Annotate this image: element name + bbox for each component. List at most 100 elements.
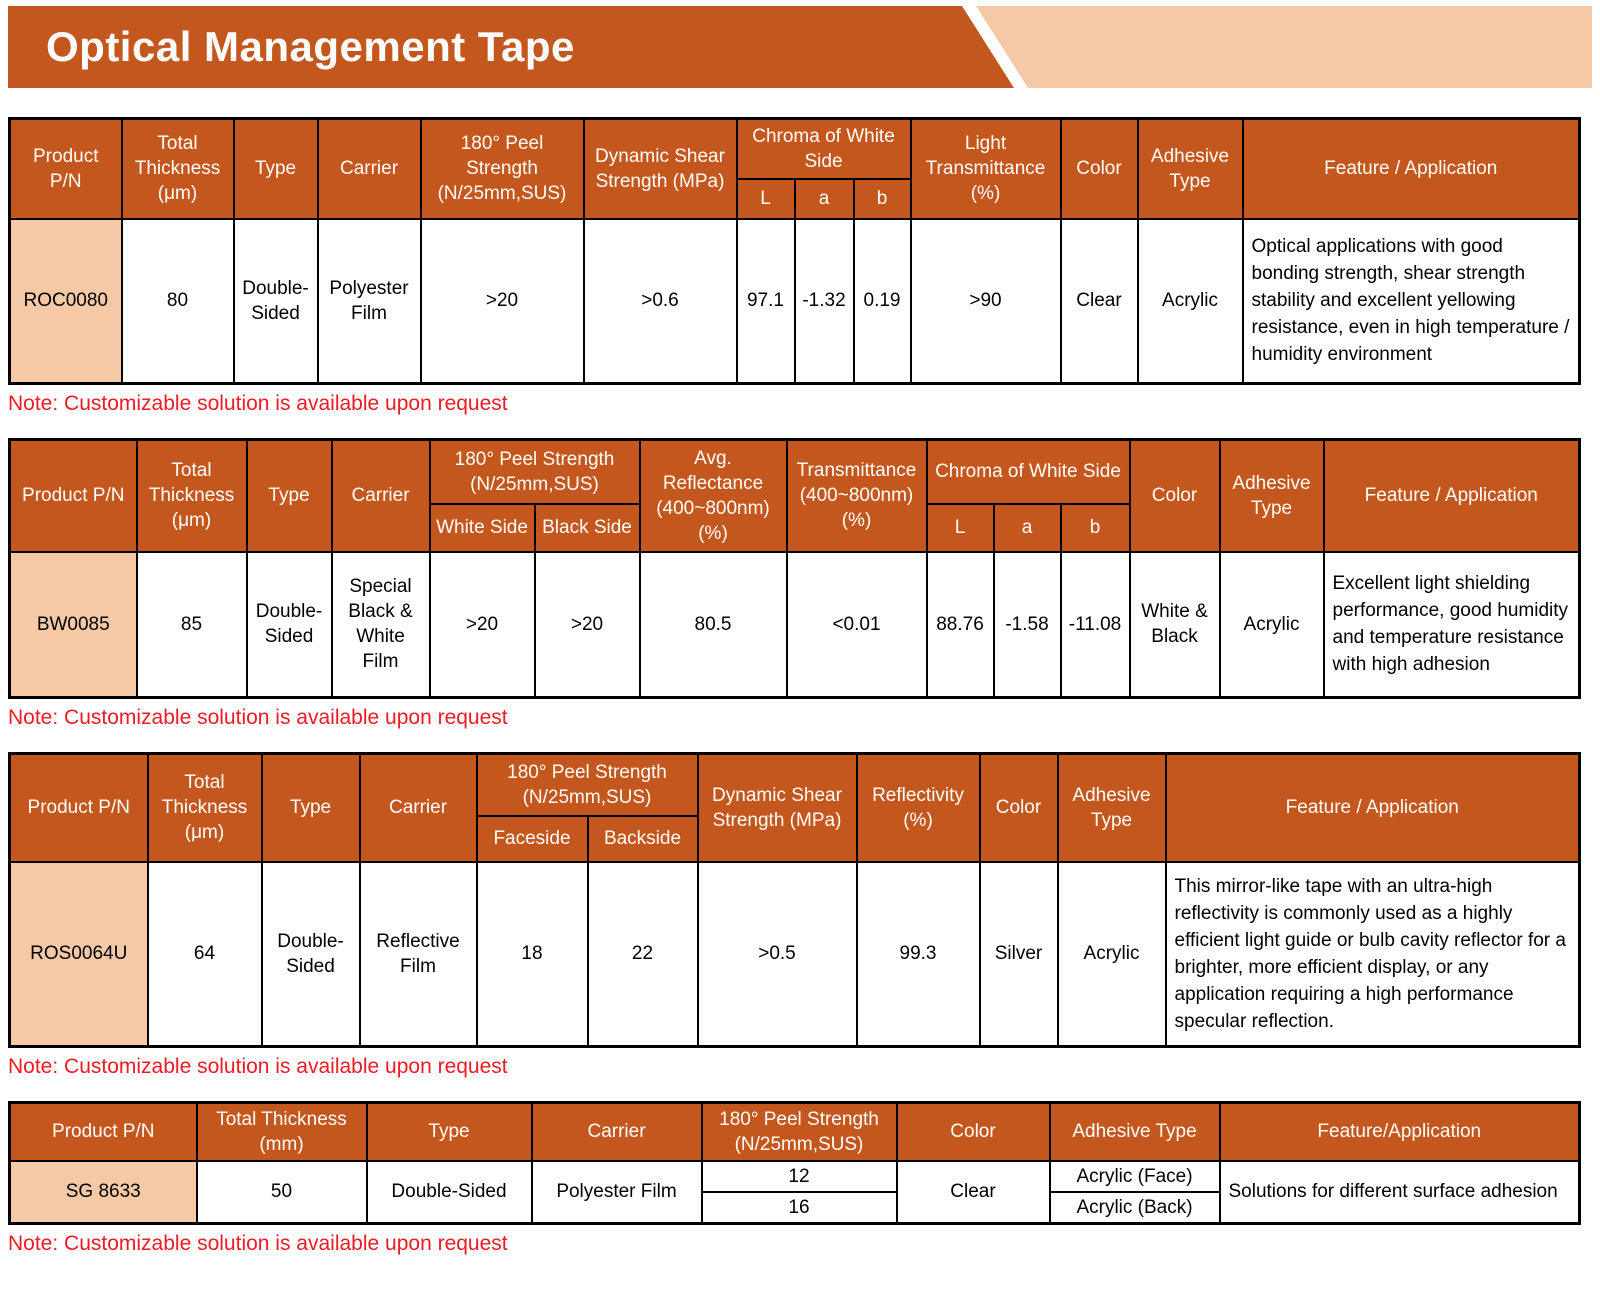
header-total-thickness: Total Thickness (μm) [146,752,263,863]
header-chroma-l: L [735,177,796,220]
cell-peel-strength: >20 [419,217,585,385]
cell-type: Double-Sided [232,217,319,385]
header-chroma: Chroma of White Side [735,117,912,180]
header-product-pn: Product P/N [8,1101,198,1162]
cell-carrier: Polyester Film [530,1159,703,1225]
cell-color: Clear [1059,217,1139,385]
cell-adhesive-type: Acrylic [1056,860,1167,1048]
table-row: ROS0064U 64 Double-Sided Reflective Film… [8,860,1581,1048]
header-color: Color [978,752,1059,863]
cell-transmittance: <0.01 [785,550,928,699]
cell-total-thickness: 50 [195,1159,368,1225]
table-row: ROC0080 80 Double-Sided Polyester Film >… [8,217,1581,385]
header-dynamic-shear: Dynamic Shear Strength (MPa) [696,752,858,863]
header-total-thickness: Total Thickness (mm) [195,1101,368,1162]
cell-product-pn: SG 8633 [8,1159,198,1225]
cell-feature: Excellent light shielding performance, g… [1322,550,1581,699]
header-adhesive-type: Adhesive Type [1048,1101,1221,1162]
customization-note-2: Note: Customizable solution is available… [8,706,508,729]
header-peel-faceside: Faceside [475,814,589,863]
table-roc0080: Product P/N Total Thickness (μm) Type Ca… [8,117,1581,385]
banner-peach-shape [976,6,1592,88]
header-peel-strength: 180° Peel Strength (N/25mm,SUS) [428,438,641,505]
header-peel-black-side: Black Side [533,502,641,553]
table-row: 16 Acrylic (Back) [10,1190,1580,1225]
cell-carrier: Special Black & White Film [330,550,431,699]
cell-color: Clear [895,1159,1051,1225]
cell-color: White & Black [1128,550,1221,699]
header-reflectivity: Reflectivity (%) [855,752,981,863]
cell-peel-back: 16 [700,1190,898,1225]
header-peel-strength: 180° Peel Strength (N/25mm,SUS) [419,117,585,220]
cell-chroma-l: 88.76 [925,550,995,699]
cell-peel-faceside: 18 [475,860,589,1048]
table-ros0064u: Product P/N Total Thickness (μm) Type Ca… [8,752,1581,1048]
header-transmittance: Transmittance (400~800nm) (%) [785,438,928,553]
header-carrier: Carrier [316,117,422,220]
customization-note-3: Note: Customizable solution is available… [8,1055,508,1078]
table-bw0085: Product P/N Total Thickness (μm) Type Ca… [8,438,1581,699]
header-chroma-b: b [1059,502,1131,553]
cell-total-thickness: 85 [135,550,248,699]
cell-type: Double-Sided [365,1159,533,1225]
header-color: Color [895,1101,1051,1162]
header-type: Type [260,752,361,863]
cell-total-thickness: 64 [146,860,263,1048]
cell-type: Double-Sided [245,550,333,699]
cell-dynamic-shear: >0.6 [582,217,738,385]
banner-orange-shape: Optical Management Tape [8,6,1014,88]
cell-adhesive-back: Acrylic (Back) [1048,1190,1221,1225]
header-color: Color [1128,438,1221,553]
cell-carrier: Reflective Film [358,860,478,1048]
header-adhesive-type: Adhesive Type [1136,117,1244,220]
cell-adhesive-face: Acrylic (Face) [1048,1159,1221,1193]
header-peel-strength: 180° Peel Strength (N/25mm,SUS) [700,1101,898,1162]
cell-peel-black-side: >20 [533,550,641,699]
table-sg8633: Product P/N Total Thickness (mm) Type Ca… [8,1101,1581,1225]
page-title: Optical Management Tape [46,23,575,70]
header-type: Type [365,1101,533,1162]
cell-reflectivity: 99.3 [855,860,981,1048]
cell-carrier: Polyester Film [316,217,422,385]
cell-feature: Optical applications with good bonding s… [1241,217,1581,385]
header-type: Type [245,438,333,553]
cell-chroma-a: -1.32 [793,217,855,385]
cell-chroma-a: -1.58 [992,550,1062,699]
cell-avg-reflectance: 80.5 [638,550,788,699]
customization-note-4: Note: Customizable solution is available… [8,1231,508,1255]
cell-chroma-l: 97.1 [735,217,796,385]
header-color: Color [1059,117,1139,220]
header-light-transmittance: Light Transmittance (%) [909,117,1062,220]
cell-feature: Solutions for different surface adhesion [1218,1159,1581,1225]
cell-color: Silver [978,860,1059,1048]
cell-chroma-b: -11.08 [1059,550,1131,699]
header-peel-white-side: White Side [428,502,536,553]
header-chroma: Chroma of White Side [925,438,1131,505]
header-feature: Feature / Application [1241,117,1581,220]
header-chroma-a: a [793,177,855,220]
header-total-thickness: Total Thickness (μm) [135,438,248,553]
header-peel-backside: Backside [586,814,699,863]
header-product-pn: Product P/N [8,752,149,863]
cell-peel-backside: 22 [586,860,699,1048]
header-chroma-b: b [852,177,912,220]
header-chroma-a: a [992,502,1062,553]
header-feature: Feature / Application [1322,438,1581,553]
header-adhesive-type: Adhesive Type [1056,752,1167,863]
cell-chroma-b: 0.19 [852,217,912,385]
header-chroma-l: L [925,502,995,553]
customization-note-1: Note: Customizable solution is available… [8,392,508,415]
cell-adhesive-type: Acrylic [1136,217,1244,385]
page-banner: Optical Management Tape [0,6,1600,88]
cell-type: Double-Sided [260,860,361,1048]
header-dynamic-shear: Dynamic Shear Strength (MPa) [582,117,738,220]
cell-dynamic-shear: >0.5 [696,860,858,1048]
cell-feature: This mirror-like tape with an ultra-high… [1164,860,1581,1048]
header-feature: Feature / Application [1164,752,1581,863]
header-feature: Feature/Application [1218,1101,1581,1162]
header-product-pn: Product P/N [8,117,123,220]
cell-peel-white-side: >20 [428,550,536,699]
cell-total-thickness: 80 [120,217,235,385]
cell-product-pn: BW0085 [8,550,138,699]
header-avg-reflectance: Avg. Reflectance (400~800nm) (%) [638,438,788,553]
